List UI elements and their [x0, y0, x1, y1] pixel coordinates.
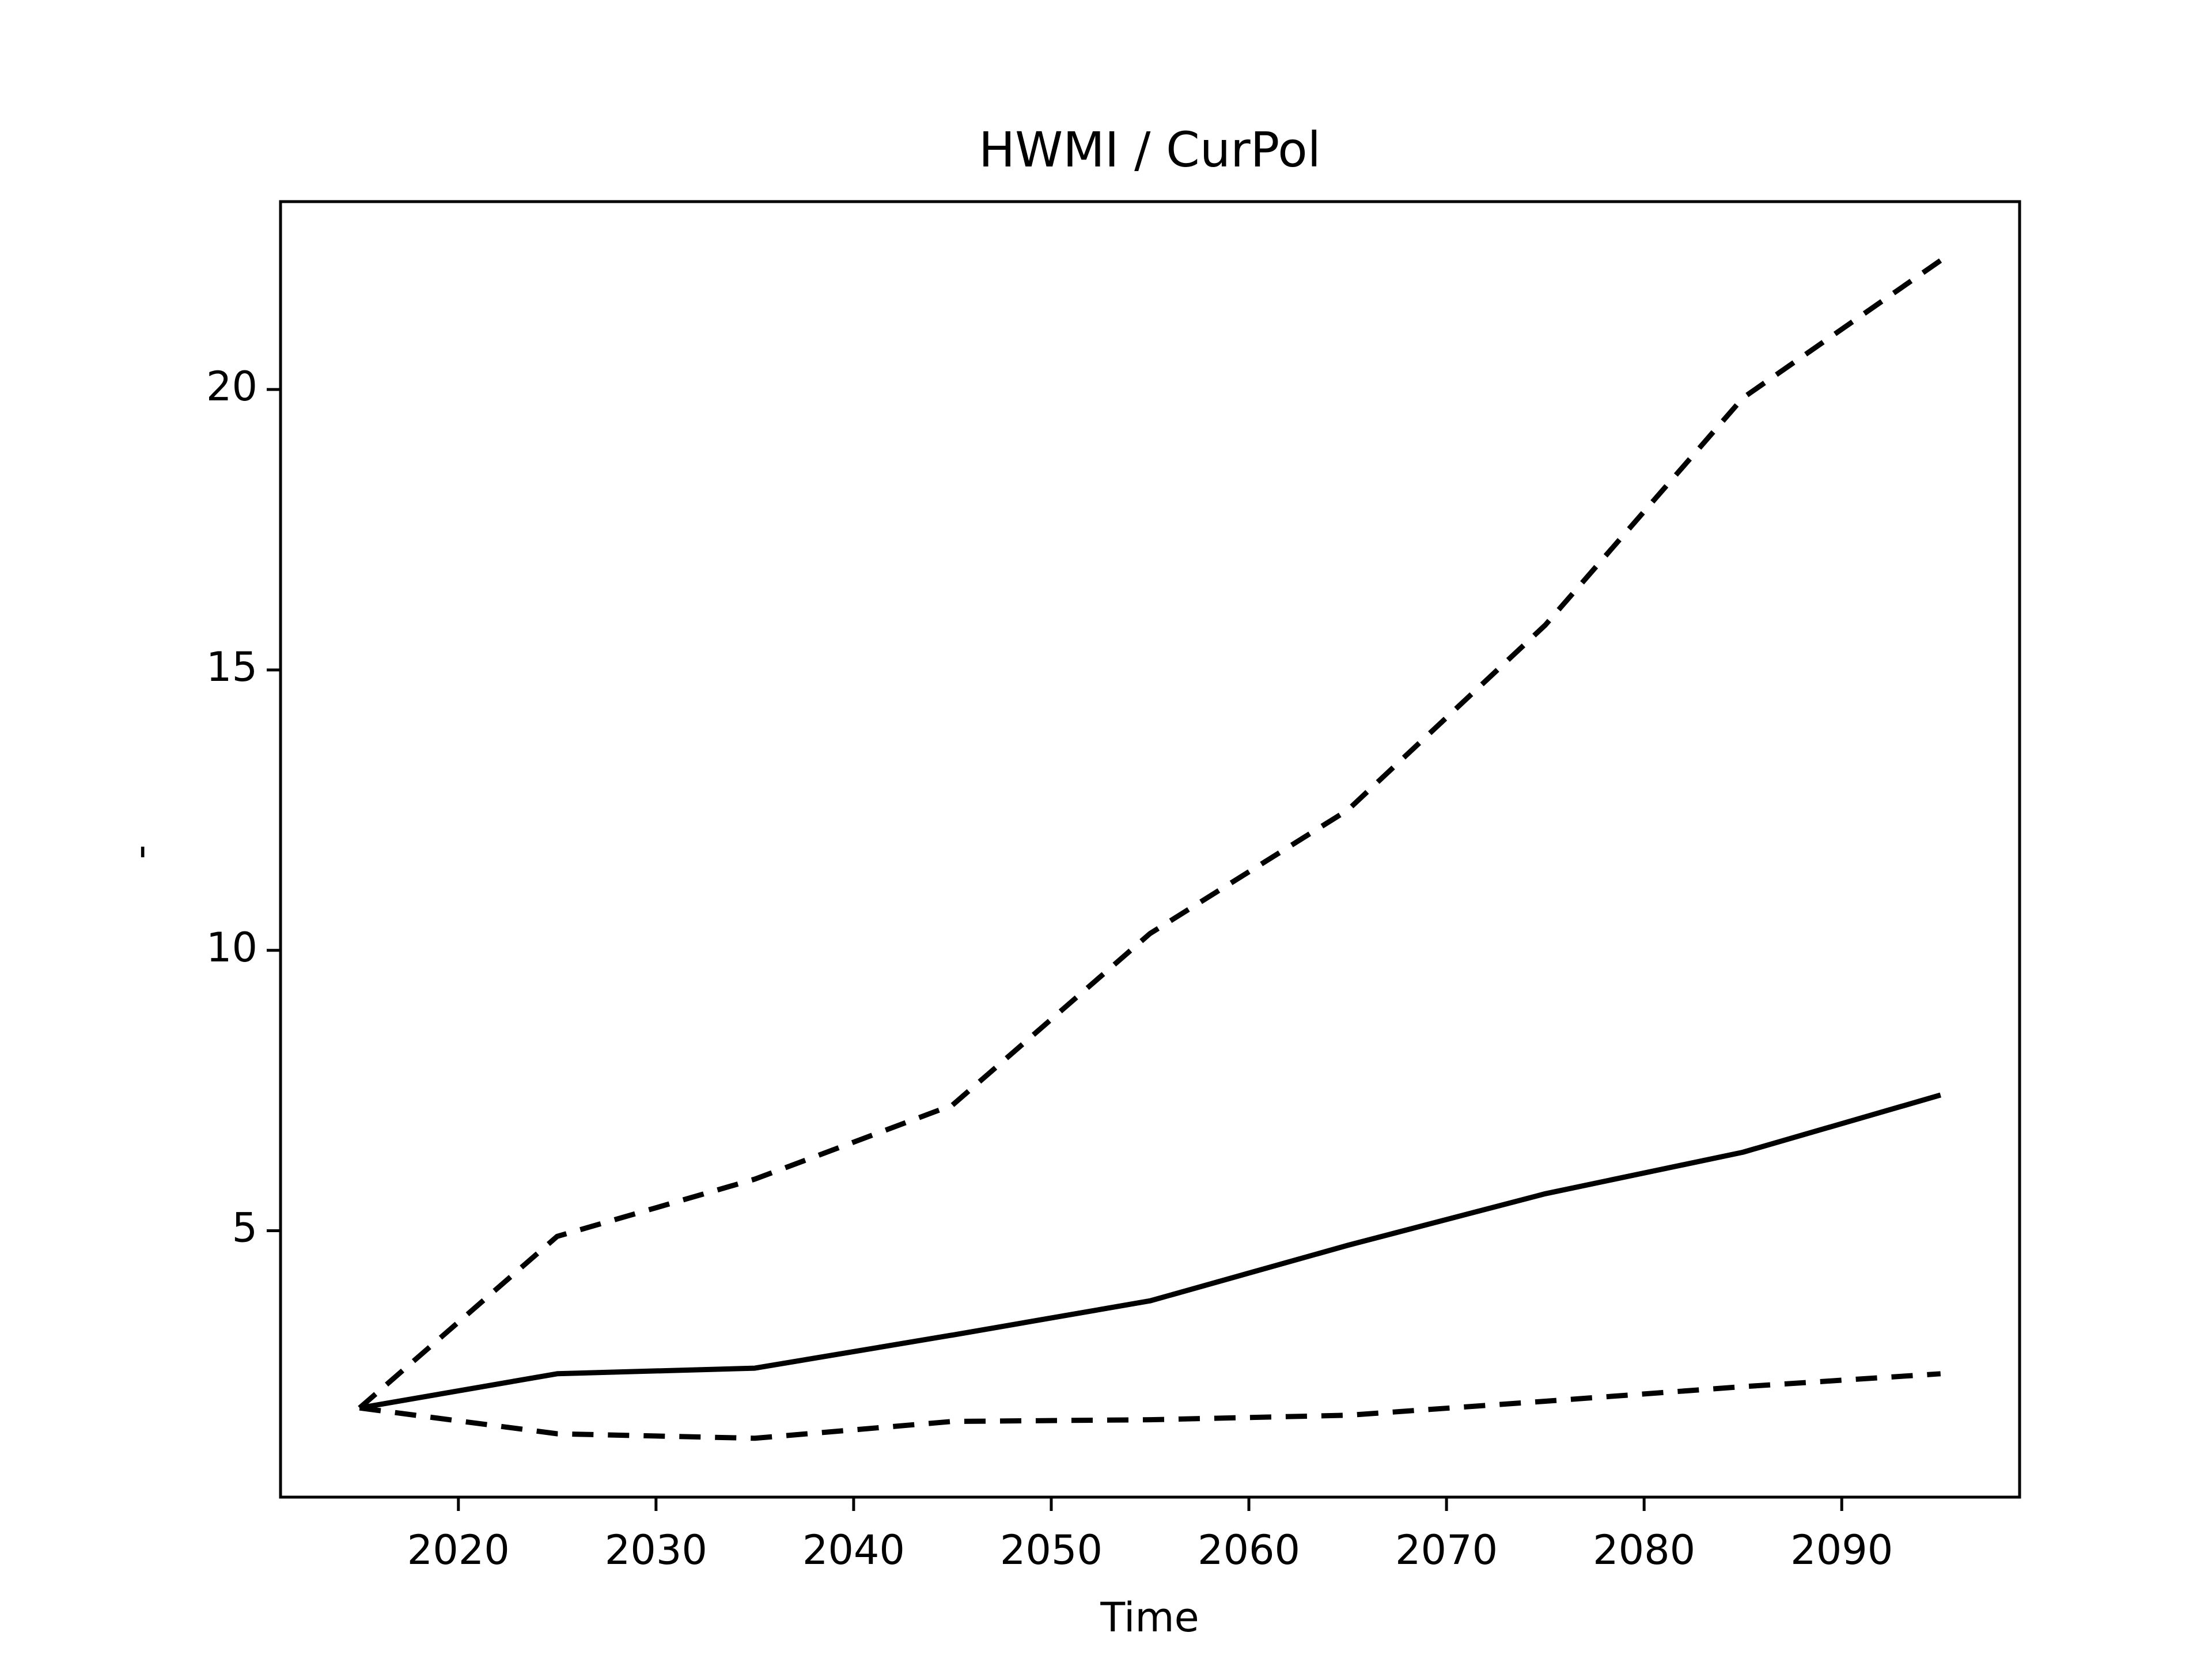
y-tick-label: 10: [206, 924, 257, 971]
chart-title: HWMI / CurPol: [979, 122, 1321, 178]
x-tick-label: 2070: [1395, 1527, 1498, 1574]
y-tick-label: 15: [206, 643, 257, 691]
series-line: [359, 1371, 1941, 1441]
x-tick-label: 2060: [1198, 1527, 1300, 1574]
x-tick-label: 2020: [407, 1527, 510, 1574]
x-tick-label: 2030: [605, 1527, 707, 1574]
x-tick-label: 2050: [1000, 1527, 1103, 1574]
y-tick-label: 5: [232, 1205, 257, 1252]
axes-frame: [279, 200, 2021, 1499]
series-line: [359, 1092, 1942, 1411]
x-axis-label: Time: [1100, 1594, 1199, 1641]
y-axis-label: -: [116, 844, 164, 859]
x-tick-label: 2090: [1790, 1527, 1893, 1574]
x-tick-label: 2080: [1593, 1527, 1695, 1574]
x-tick-label: 2040: [802, 1527, 905, 1574]
y-tick-label: 20: [206, 363, 257, 410]
series-line: [358, 258, 1942, 1410]
